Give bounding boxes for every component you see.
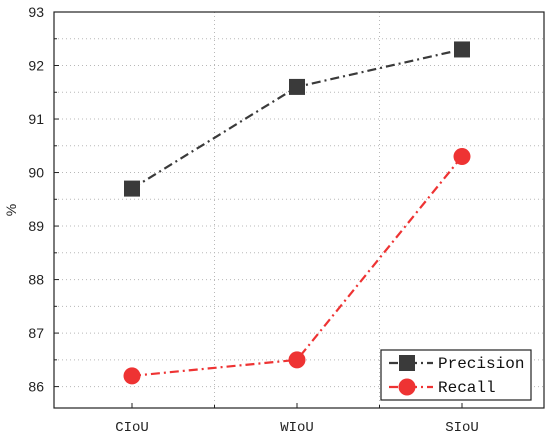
legend-recall-marker	[398, 378, 416, 396]
plot-frame	[53, 11, 545, 409]
grid-lines	[54, 12, 544, 408]
legend-precision-label: Precision	[438, 355, 524, 373]
legend-recall-label: Recall	[438, 379, 496, 397]
x-tick-labels: CIoU WIoU SIoU	[115, 420, 479, 436]
y-tick-label: 90	[28, 165, 44, 181]
precision-point	[289, 78, 305, 95]
legend: Precision Recall	[380, 349, 532, 401]
x-tick-label: WIoU	[280, 420, 314, 436]
y-tick-labels: 86 87 88 89 90 91 92 93	[28, 4, 44, 395]
y-tick-label: 91	[28, 111, 44, 127]
y-tick-label: 88	[28, 272, 44, 288]
precision-point	[454, 41, 470, 58]
y-tick-label: 92	[28, 58, 44, 74]
y-tick-label: 87	[28, 325, 44, 341]
legend-precision-marker	[399, 355, 415, 371]
precision-line	[131, 48, 463, 190]
y-tick-label: 89	[28, 218, 44, 234]
x-tick-label: CIoU	[115, 420, 149, 436]
recall-point	[288, 351, 306, 369]
recall-point	[123, 367, 141, 385]
precision-point	[124, 180, 140, 197]
y-tick-label: 93	[28, 4, 44, 20]
series-group	[123, 41, 471, 385]
y-tick-label: 86	[28, 379, 44, 395]
y-axis-label: %	[3, 204, 19, 216]
axes	[53, 11, 545, 409]
recall-line	[131, 155, 463, 377]
x-tick-label: SIoU	[445, 420, 479, 436]
recall-point	[453, 147, 471, 165]
